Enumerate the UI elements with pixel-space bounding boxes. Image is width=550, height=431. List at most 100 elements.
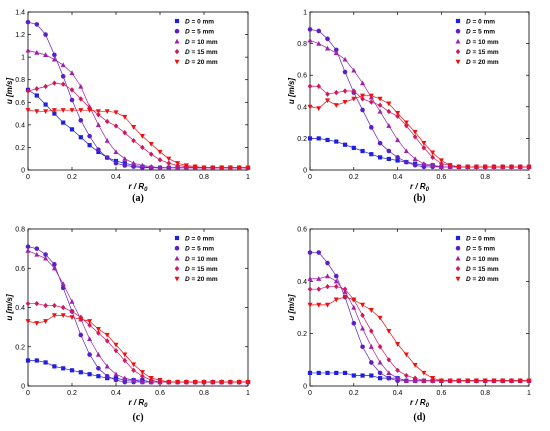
legend-marker bbox=[174, 255, 180, 261]
data-point bbox=[148, 376, 154, 381]
data-point bbox=[386, 370, 392, 376]
data-point bbox=[96, 112, 101, 118]
data-point bbox=[122, 379, 128, 385]
data-point bbox=[25, 19, 31, 25]
data-point bbox=[166, 160, 172, 166]
data-point bbox=[139, 379, 145, 385]
legend-entry: D = 10 mm bbox=[466, 256, 499, 263]
x-tick-label: 0.4 bbox=[393, 174, 403, 181]
data-point bbox=[69, 127, 75, 132]
data-point bbox=[210, 379, 216, 385]
data-point bbox=[447, 163, 453, 168]
data-point bbox=[307, 27, 313, 32]
series-10mm bbox=[307, 273, 532, 383]
data-point bbox=[333, 297, 339, 303]
data-point bbox=[236, 165, 242, 171]
data-point bbox=[377, 315, 383, 321]
data-point bbox=[104, 137, 110, 143]
x-axis-label: r / R0 bbox=[410, 398, 430, 409]
series-0mm bbox=[25, 358, 251, 385]
data-point bbox=[157, 157, 163, 163]
data-point bbox=[500, 164, 506, 170]
data-point bbox=[60, 62, 66, 68]
data-point bbox=[360, 344, 365, 350]
data-point bbox=[316, 136, 321, 141]
data-point bbox=[351, 373, 356, 378]
legend-label: = 0 mm bbox=[471, 235, 496, 242]
series-20mm bbox=[307, 93, 532, 170]
legend-marker bbox=[174, 276, 180, 282]
data-point bbox=[456, 378, 462, 384]
legend-entry: D = 20 mm bbox=[185, 276, 218, 283]
legend-entry: D = 10 mm bbox=[466, 39, 499, 46]
legend-entry: D = 15 mm bbox=[185, 266, 218, 273]
data-point bbox=[192, 379, 198, 385]
legend-marker bbox=[455, 38, 461, 44]
x-axis-label-main: r / R bbox=[129, 182, 145, 191]
series-15mm bbox=[307, 83, 532, 170]
data-point bbox=[360, 107, 365, 113]
data-point bbox=[87, 322, 92, 328]
data-point bbox=[438, 378, 444, 384]
y-tick-label: 1 bbox=[303, 10, 307, 17]
data-point bbox=[421, 370, 427, 376]
series-line bbox=[309, 95, 529, 168]
legend-label: = 0 mm bbox=[190, 18, 215, 25]
data-point bbox=[369, 373, 374, 378]
data-point bbox=[95, 326, 101, 332]
data-point bbox=[316, 286, 322, 292]
data-point bbox=[201, 165, 207, 171]
data-point bbox=[395, 158, 400, 163]
data-point bbox=[87, 336, 93, 341]
data-point bbox=[360, 96, 365, 102]
data-point bbox=[333, 273, 339, 279]
data-point bbox=[369, 152, 374, 157]
series-line bbox=[27, 315, 248, 383]
data-point bbox=[438, 158, 444, 164]
data-point bbox=[491, 378, 497, 384]
legend-marker bbox=[174, 59, 180, 65]
panel-label: (c) bbox=[132, 412, 143, 423]
data-point bbox=[140, 373, 145, 379]
data-point bbox=[430, 150, 436, 156]
data-point bbox=[113, 160, 119, 166]
legend-label: = 15 mm bbox=[190, 266, 218, 273]
data-point bbox=[113, 377, 119, 383]
data-point bbox=[307, 83, 313, 89]
series-0mm bbox=[307, 136, 532, 169]
legend: D = 0 mmD = 5 mmD = 10 mmD = 15 mmD = 20… bbox=[174, 18, 218, 66]
data-point bbox=[307, 370, 313, 376]
data-point bbox=[517, 378, 523, 384]
data-point bbox=[430, 376, 436, 381]
data-point bbox=[148, 163, 154, 169]
data-point bbox=[430, 162, 436, 168]
data-point bbox=[377, 344, 383, 350]
data-point bbox=[96, 374, 101, 379]
data-point bbox=[69, 70, 75, 76]
data-point bbox=[325, 302, 331, 308]
data-point bbox=[52, 111, 57, 116]
series-15mm bbox=[25, 300, 251, 385]
x-tick-label: 0.6 bbox=[155, 390, 165, 397]
y-tick-label: 0.4 bbox=[297, 104, 307, 111]
x-tick-label: 1 bbox=[246, 174, 250, 181]
data-point bbox=[403, 378, 409, 383]
data-point bbox=[307, 37, 313, 43]
data-point bbox=[386, 101, 392, 107]
data-point bbox=[78, 108, 84, 113]
data-point bbox=[377, 155, 383, 160]
legend-variable: D bbox=[466, 39, 471, 46]
data-point bbox=[78, 332, 84, 338]
data-point bbox=[69, 108, 75, 113]
data-point bbox=[333, 278, 339, 284]
legend-marker bbox=[455, 265, 461, 272]
data-point bbox=[245, 379, 251, 385]
x-tick-label: 0.4 bbox=[111, 390, 121, 397]
data-point bbox=[43, 109, 49, 115]
y-tick-label: 1.2 bbox=[15, 32, 25, 39]
x-tick-label: 0.8 bbox=[199, 390, 209, 397]
data-point bbox=[25, 88, 31, 94]
y-tick-label: 0 bbox=[303, 168, 307, 175]
data-point bbox=[412, 375, 418, 381]
y-tick-label: 0.4 bbox=[15, 122, 25, 129]
